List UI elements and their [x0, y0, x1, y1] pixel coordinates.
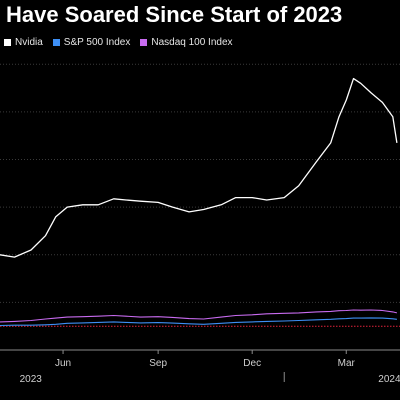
- line-chart: Jun Sep Dec Mar 2023 2024: [0, 63, 400, 385]
- legend-item-sp500: S&P 500 Index: [52, 36, 131, 48]
- x-tick-label: Sep: [149, 358, 167, 369]
- grid-lines: [0, 63, 400, 351]
- chart-title: Have Soared Since Start of 2023: [6, 2, 343, 27]
- x-tick-label: Jun: [55, 358, 71, 369]
- legend-swatch-nvidia: [4, 38, 11, 46]
- legend-item-nvidia: Nvidia: [4, 37, 43, 48]
- series-line-nasdaq100: [0, 309, 398, 323]
- series-line-sp500: [0, 317, 397, 327]
- x-year-label: 2023: [20, 374, 43, 385]
- series-lines: [0, 77, 398, 327]
- x-axis: Jun Sep Dec Mar 2023 2024: [0, 349, 400, 385]
- legend-item-nasdaq100: Nasdaq 100 Index: [140, 36, 233, 48]
- legend-label-sp500: S&P 500 Index: [63, 36, 131, 48]
- legend-label-nasdaq100: Nasdaq 100 Index: [151, 36, 233, 48]
- legend-label-nvidia: Nvidia: [15, 36, 43, 48]
- x-year-label: 2024: [378, 374, 400, 385]
- legend-swatch-nasdaq100: [140, 38, 148, 46]
- x-tick-label: Mar: [338, 358, 356, 369]
- x-tick-label: Dec: [243, 358, 261, 369]
- legend: Nvidia S&P 500 Index Nasdaq 100 Index: [0, 34, 400, 50]
- series-line-nvidia: [0, 77, 398, 258]
- legend-swatch-sp500: [52, 38, 60, 46]
